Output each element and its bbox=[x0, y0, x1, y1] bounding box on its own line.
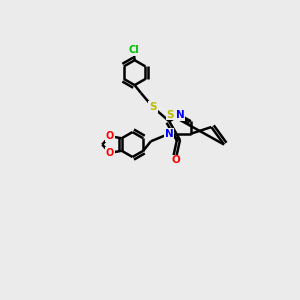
Text: S: S bbox=[167, 110, 174, 120]
Text: Cl: Cl bbox=[128, 46, 139, 56]
Text: S: S bbox=[149, 102, 157, 112]
Text: O: O bbox=[106, 148, 114, 158]
Text: O: O bbox=[106, 131, 114, 141]
Text: N: N bbox=[176, 110, 184, 120]
Text: O: O bbox=[171, 155, 180, 166]
Text: N: N bbox=[165, 129, 174, 139]
